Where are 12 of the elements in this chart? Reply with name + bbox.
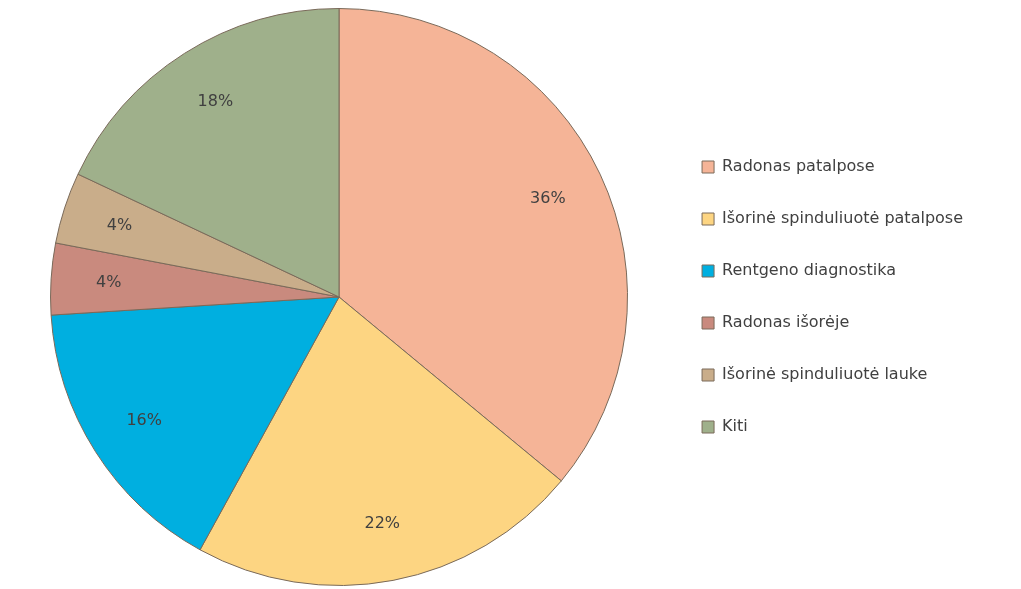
data-label: 18% bbox=[197, 91, 234, 111]
legend-label: Išorinė spinduliuotė lauke bbox=[722, 364, 928, 384]
legend-label: Radonas išorėje bbox=[722, 312, 850, 332]
data-label: 22% bbox=[364, 512, 401, 532]
data-label: 4% bbox=[106, 214, 133, 234]
data-label: 4% bbox=[95, 271, 122, 291]
legend-label: Išorinė spinduliuotė patalpose bbox=[722, 208, 964, 228]
data-label: 36% bbox=[530, 187, 566, 207]
legend-label: Kiti bbox=[722, 416, 748, 436]
legend-label: Rentgeno diagnostika bbox=[722, 260, 897, 280]
data-label: 16% bbox=[126, 409, 162, 429]
legend-label: Radonas patalpose bbox=[722, 156, 875, 176]
